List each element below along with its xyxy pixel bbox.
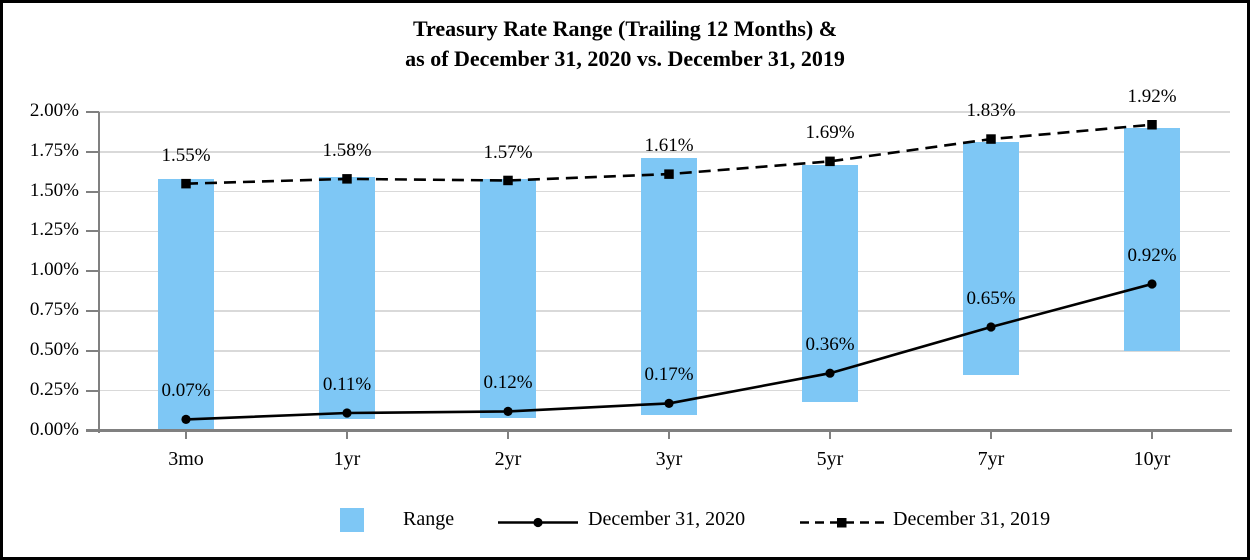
- data-label: 0.92%: [1127, 245, 1177, 266]
- data-label: 0.12%: [483, 372, 533, 394]
- data-label: 1.58%: [322, 139, 372, 161]
- data-label: 0.07%: [161, 380, 211, 402]
- y-axis-line: [97, 112, 100, 433]
- legend-dec2019-label: December 31, 2019: [893, 508, 1051, 530]
- y-axis-tick-label: 1.25%: [29, 219, 79, 241]
- y-axis-tick: [86, 190, 99, 193]
- legend-dec2020-label: December 31, 2020: [588, 508, 746, 530]
- x-axis-tick-label: 1yr: [333, 447, 361, 470]
- y-axis-tick: [86, 230, 99, 233]
- data-label: 0.36%: [805, 334, 855, 356]
- x-axis-tick-label: 3yr: [655, 447, 683, 470]
- y-axis-tick-label: 1.50%: [29, 179, 79, 201]
- y-axis-tick-label: 1.00%: [29, 259, 79, 281]
- y-axis-tick-label: 2.00%: [29, 100, 79, 121]
- y-axis-tick: [86, 111, 99, 113]
- y-axis-tick: [86, 150, 99, 153]
- legend-range-swatch: [340, 508, 364, 532]
- data-label: 1.69%: [805, 122, 855, 144]
- data-label: 1.55%: [161, 144, 211, 166]
- range-swatch-rect: [340, 508, 364, 532]
- data-label: 1.92%: [1127, 85, 1177, 107]
- y-axis-tick-label: 0.00%: [29, 418, 79, 440]
- data-label: 0.65%: [966, 288, 1016, 309]
- x-axis-tick: [1151, 430, 1153, 439]
- x-axis-tick: [185, 430, 187, 439]
- x-axis-tick-label: 7yr: [977, 447, 1005, 470]
- x-axis-tick: [668, 430, 670, 439]
- x-axis-tick-label: 5yr: [816, 447, 844, 470]
- chart-title: Treasury Rate Range (Trailing 12 Months)…: [0, 14, 1250, 74]
- y-axis-tick: [86, 389, 99, 392]
- data-label: 0.17%: [644, 364, 694, 386]
- data-label: 0.11%: [322, 374, 372, 395]
- x-axis-tick-label: 10yr: [1133, 447, 1171, 470]
- range-bar: [1124, 127, 1180, 351]
- x-axis-tick-label: 2yr: [494, 447, 522, 470]
- y-axis-tick: [86, 310, 99, 313]
- range-bar: [802, 164, 858, 402]
- x-axis-tick: [990, 430, 992, 439]
- legend-dashed-line-sample: [800, 518, 884, 528]
- y-axis-tick-label: 1.75%: [29, 139, 79, 161]
- y-axis-tick: [86, 270, 99, 273]
- x-axis-tick: [507, 430, 509, 439]
- x-axis-tick-label: 3mo: [168, 447, 204, 470]
- chart-title-line2: as of December 31, 2020 vs. December 31,…: [405, 46, 845, 71]
- x-axis-tick: [346, 430, 348, 439]
- y-axis-tick: [86, 349, 99, 352]
- legend-range-label: Range: [403, 508, 455, 530]
- data-label: 1.61%: [644, 135, 694, 157]
- y-axis-tick-label: 0.75%: [29, 299, 79, 321]
- x-axis-tick: [829, 430, 831, 439]
- legend-solid-line-sample: [498, 517, 578, 528]
- x-axis-line: [86, 429, 1232, 432]
- data-label: 1.83%: [966, 100, 1016, 122]
- y-axis-tick-label: 0.50%: [29, 338, 79, 360]
- range-bar: [963, 142, 1019, 375]
- data-label: 1.57%: [483, 141, 533, 163]
- gridline: [99, 111, 1230, 113]
- chart-title-line1: Treasury Rate Range (Trailing 12 Months)…: [412, 16, 838, 41]
- y-axis-tick-label: 0.25%: [29, 378, 79, 400]
